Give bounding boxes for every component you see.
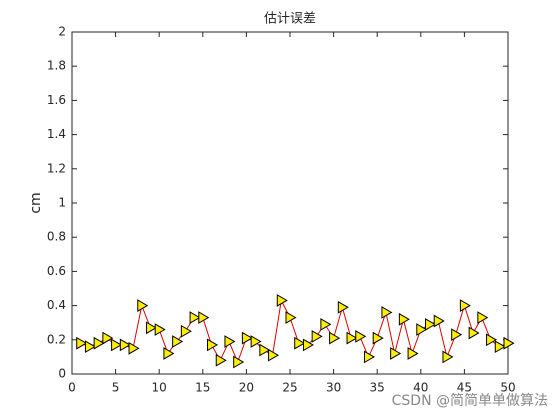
marker: [459, 299, 471, 312]
marker: [381, 306, 393, 319]
y-tick-label: 0.6: [47, 264, 66, 278]
marker: [425, 318, 437, 331]
x-tick-label: 20: [239, 381, 254, 395]
y-tick-label: 1.8: [47, 59, 66, 73]
marker: [154, 323, 166, 336]
y-tick-label: 0.4: [47, 298, 66, 312]
marker: [442, 350, 454, 364]
x-tick-label: 10: [152, 381, 167, 395]
marker: [329, 331, 341, 345]
marker: [233, 355, 245, 369]
x-tick-label: 30: [326, 381, 341, 395]
marker: [337, 300, 349, 314]
marker: [102, 331, 114, 345]
marker: [486, 333, 498, 347]
marker: [137, 299, 149, 312]
marker: [198, 311, 210, 324]
marker: [128, 341, 140, 355]
marker: [276, 294, 288, 307]
marker: [390, 347, 402, 360]
marker: [259, 343, 271, 357]
marker: [180, 324, 192, 338]
marker: [407, 347, 419, 360]
marker: [268, 348, 280, 362]
marker: [119, 338, 131, 352]
x-tick-label: 35: [370, 381, 385, 395]
marker: [241, 331, 253, 345]
y-axis-label: cm: [28, 192, 44, 213]
marker: [311, 330, 323, 343]
marker: [145, 321, 157, 335]
marker: [416, 323, 428, 336]
y-tick-label: 2: [58, 25, 66, 39]
marker: [363, 350, 375, 364]
y-tick-label: 0.8: [47, 230, 66, 244]
x-tick-label: 0: [68, 381, 76, 395]
marker: [84, 340, 96, 354]
marker: [372, 331, 384, 345]
x-tick-label: 25: [282, 381, 297, 395]
y-tick-label: 1.4: [47, 127, 66, 141]
x-tick-label: 5: [112, 381, 120, 395]
y-tick-label: 0: [58, 367, 66, 381]
marker: [294, 336, 306, 350]
plot-area: [71, 31, 509, 375]
marker: [215, 353, 227, 367]
y-tick-label: 1.6: [47, 93, 66, 107]
x-tick-label: 50: [500, 381, 515, 395]
y-tick-label: 0.2: [47, 332, 66, 346]
marker: [302, 338, 314, 352]
x-tick-label: 15: [195, 381, 210, 395]
marker: [250, 335, 262, 348]
x-tick-label: 40: [413, 381, 428, 395]
marker: [111, 338, 123, 352]
marker: [320, 318, 332, 331]
marker: [468, 326, 480, 340]
marker: [93, 336, 105, 350]
marker: [224, 335, 236, 348]
marker: [494, 340, 506, 354]
marker: [433, 314, 445, 328]
marker: [355, 330, 367, 343]
marker: [451, 328, 463, 342]
chart-title: 估计误差: [264, 12, 316, 27]
marker: [477, 311, 489, 324]
marker: [398, 312, 410, 326]
marker: [285, 311, 297, 324]
watermark: CSDN @简简单单做算法: [392, 392, 548, 409]
y-tick-label: 1.2: [47, 161, 66, 175]
y-tick-label: 1: [58, 196, 66, 210]
marker: [76, 336, 88, 350]
marker: [163, 347, 175, 360]
marker: [346, 331, 358, 345]
marker: [189, 311, 201, 324]
marker: [207, 338, 219, 352]
marker: [172, 335, 184, 348]
marker: [503, 336, 515, 350]
x-tick-label: 45: [457, 381, 472, 395]
